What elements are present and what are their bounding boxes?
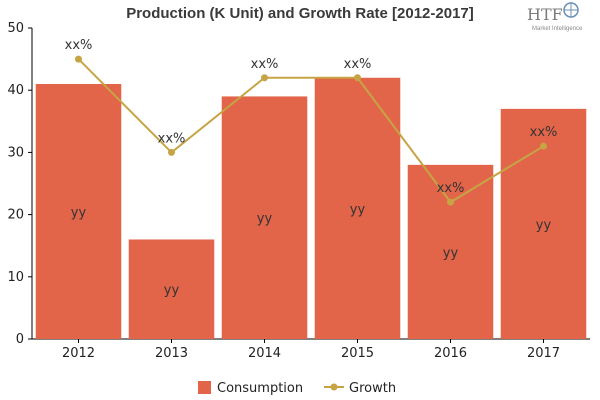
globe-icon (563, 2, 579, 18)
growth-point (261, 74, 268, 82)
y-tick-label: 30 (7, 145, 24, 160)
logo-tagline: Market Intelligence (532, 26, 583, 32)
x-tick-label: 2016 (434, 346, 467, 361)
bar-consumption (35, 83, 122, 339)
x-tick-label: 2013 (155, 346, 188, 361)
x-tick-label: 2012 (62, 346, 95, 361)
growth-point (540, 142, 547, 150)
x-tick-label: 2015 (341, 346, 374, 361)
growth-point (168, 148, 175, 156)
bar-data-label: yy (71, 205, 87, 220)
htf-logo: HTF Market Intelligence (527, 2, 583, 32)
bar-consumption (407, 164, 494, 339)
bar-data-label: yy (536, 218, 552, 233)
growth-point (354, 74, 361, 82)
growth-data-label: xx% (251, 57, 279, 72)
x-tick-label: 2017 (527, 346, 560, 361)
growth-data-label: xx% (437, 181, 465, 196)
y-tick-label: 0 (16, 332, 24, 347)
legend-label-growth: Growth (349, 381, 396, 396)
bar-data-label: yy (350, 202, 366, 217)
legend-label-consumption: Consumption (217, 381, 303, 396)
y-tick-label: 40 (7, 83, 24, 98)
y-tick-label: 50 (7, 21, 24, 36)
bar-consumption (128, 239, 215, 339)
growth-point (75, 55, 82, 63)
bar-consumption (314, 77, 401, 339)
legend: Consumption Growth (198, 381, 396, 396)
y-tick-label: 20 (7, 208, 24, 223)
legend-swatch-growth-point (330, 383, 338, 391)
growth-data-label: xx% (158, 131, 186, 146)
chart-title: Production (K Unit) and Growth Rate [201… (126, 5, 474, 22)
growth-data-label: xx% (65, 38, 93, 53)
x-tick-label: 2014 (248, 346, 281, 361)
plot-area: 0 10 20 30 40 50 2012 2013 2014 2015 2016 2017 yy yy y… (7, 21, 590, 361)
growth-data-label: xx% (530, 125, 558, 140)
y-tick-label: 10 (7, 270, 24, 285)
bar-data-label: yy (443, 246, 459, 261)
growth-point (447, 198, 454, 206)
bar-data-label: yy (164, 283, 180, 298)
bar-consumption (221, 96, 308, 339)
bar-data-label: yy (257, 212, 273, 227)
growth-line (77, 58, 545, 204)
logo-text: HTF (527, 5, 563, 24)
legend-swatch-consumption (198, 381, 211, 394)
growth-data-label: xx% (344, 57, 372, 72)
